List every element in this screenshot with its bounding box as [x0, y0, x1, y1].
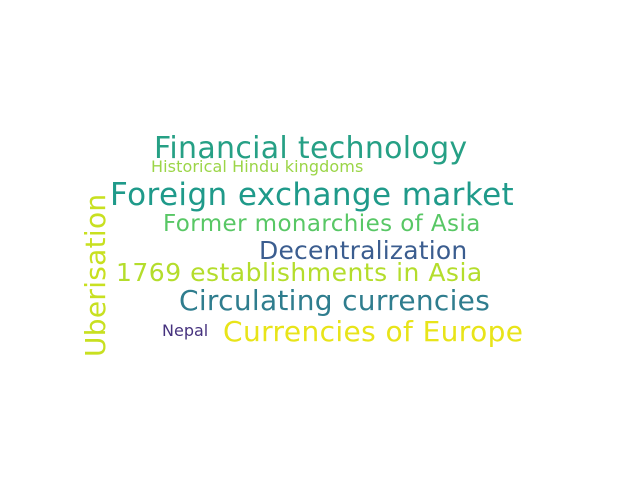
- word-former-monarchies-of-asia: Former monarchies of Asia: [163, 211, 481, 237]
- word-financial-technology: Financial technology: [154, 131, 468, 166]
- word-uberisation: Uberisation: [79, 193, 112, 357]
- word-nepal: Nepal: [162, 321, 209, 340]
- word-currencies-of-europe: Currencies of Europe: [223, 315, 524, 348]
- word-1769-establishments-in-asia: 1769 establishments in Asia: [116, 258, 483, 287]
- word-historical-hindu-kingdoms: Historical Hindu kingdoms: [151, 157, 364, 176]
- word-decentralization: Decentralization: [259, 236, 468, 265]
- word-circulating-currencies: Circulating currencies: [179, 284, 491, 317]
- word-foreign-exchange-market: Foreign exchange market: [110, 177, 515, 213]
